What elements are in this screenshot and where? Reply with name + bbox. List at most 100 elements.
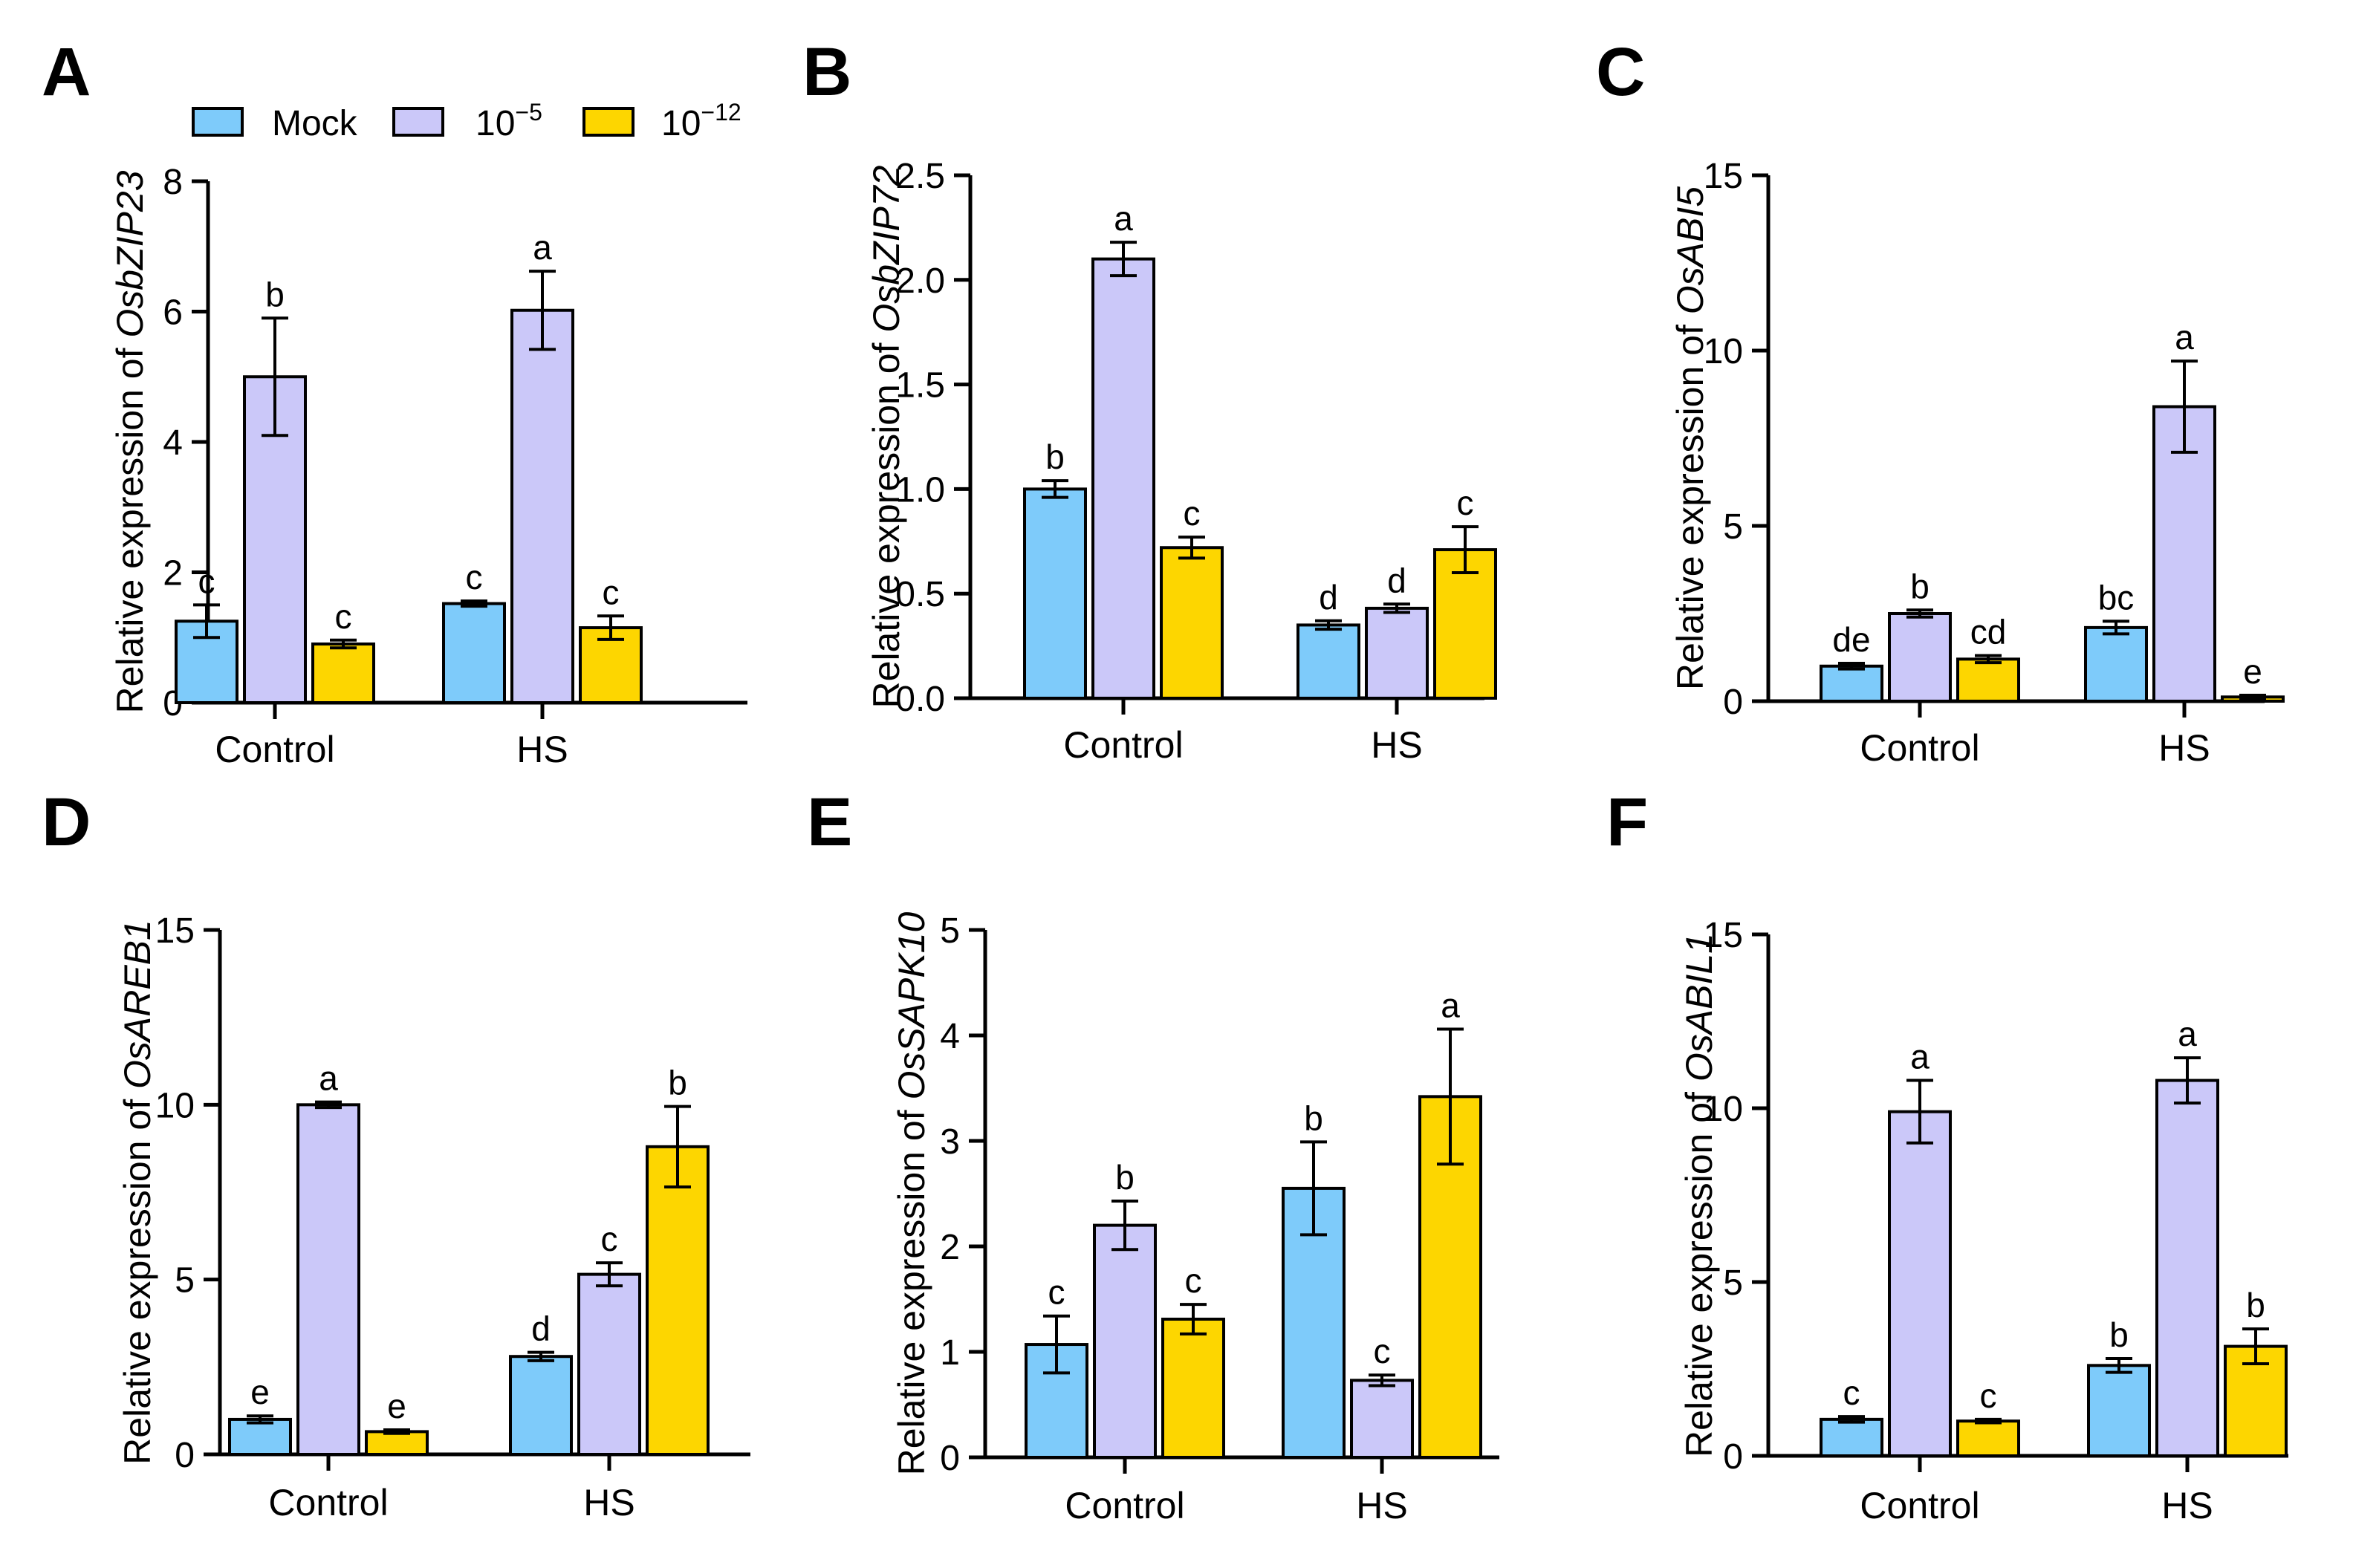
significance-letter: b (2246, 1286, 2265, 1324)
significance-letter: c (601, 1220, 618, 1258)
significance-letter: c (1843, 1373, 1860, 1412)
y-tick-label: 0.5 (895, 575, 945, 614)
panel-letter: A (42, 34, 91, 110)
y-axis-label: Relative expression of OsbZIP72 (866, 165, 907, 708)
significance-letter: c (198, 562, 215, 600)
legend-swatch-mock (192, 107, 244, 137)
panel-letter: D (42, 784, 91, 860)
bar (510, 308, 574, 704)
panel-letter: C (1596, 34, 1645, 110)
bar (442, 602, 506, 704)
y-axis-label-gene: OsAREB1 (117, 920, 158, 1089)
significance-letter: de (1832, 620, 1870, 659)
bar (1350, 1379, 1414, 1459)
x-category-label: Control (215, 729, 334, 770)
significance-letter: c (1048, 1273, 1065, 1312)
bar (1820, 664, 1883, 703)
y-tick-label: 10 (1704, 332, 1743, 371)
significance-letter: b (1045, 437, 1065, 476)
bar (1091, 257, 1155, 700)
y-axis-label: Relative expression of OsABIL1 (1678, 933, 1720, 1457)
y-axis-label-prefix: Relative expression of (1678, 1081, 1720, 1457)
bar (365, 1430, 429, 1456)
significance-letter: b (2109, 1315, 2129, 1354)
significance-letter: e (2243, 652, 2262, 691)
significance-letter: c (466, 558, 483, 596)
legend-swatch-1e-5 (392, 107, 444, 137)
y-tick-label: 2 (163, 554, 183, 593)
y-tick-label: 0.0 (895, 680, 945, 719)
x-category-label: HS (1371, 724, 1422, 766)
bar (228, 1417, 292, 1457)
legend-label-1e-12: 10−12 (661, 99, 741, 143)
panel-letter: B (802, 34, 851, 110)
y-axis-label-prefix: Relative expression of (866, 333, 907, 709)
significance-letter: e (250, 1373, 270, 1411)
x-category-label: HS (516, 729, 568, 770)
y-tick-label: 0 (175, 1436, 195, 1475)
x-category-label: Control (1860, 1485, 1979, 1526)
bar (1160, 546, 1224, 700)
significance-letter: b (1910, 567, 1930, 605)
bar (2155, 1079, 2219, 1458)
y-axis-label-prefix: Relative expression of (1669, 314, 1711, 690)
y-tick-label: 2 (940, 1228, 960, 1267)
bar (1161, 1317, 1225, 1459)
bar (1365, 606, 1429, 700)
bar (1023, 487, 1087, 700)
x-category-label: Control (1860, 727, 1979, 769)
significance-letter: e (387, 1387, 406, 1425)
y-tick-label: 2.0 (895, 261, 945, 301)
significance-letter: a (1910, 1038, 1930, 1076)
y-axis-label: Relative expression of OsSAPK10 (891, 911, 932, 1475)
x-category-label: Control (1065, 1485, 1184, 1526)
bar (296, 1103, 360, 1457)
bar (2087, 1364, 2151, 1457)
y-axis-label-prefix: Relative expression of (109, 338, 151, 714)
y-tick-label: 10 (155, 1086, 195, 1125)
x-category-label: HS (2158, 727, 2210, 769)
legend: Mock 10−5 10−12 (192, 99, 741, 143)
y-axis-label-gene: OsbZIP72 (866, 165, 907, 332)
y-tick-label: 5 (1723, 507, 1743, 547)
bar (1296, 623, 1360, 700)
significance-letter: b (265, 275, 285, 313)
legend-label-1e-5: 10−5 (476, 99, 542, 143)
significance-letter: a (1441, 986, 1460, 1024)
significance-letter: d (1319, 578, 1338, 617)
significance-letter: b (1304, 1099, 1323, 1137)
bar (1956, 657, 2020, 703)
y-tick-label: 5 (175, 1261, 195, 1301)
significance-letter: a (2178, 1015, 2197, 1053)
y-tick-label: 5 (1723, 1263, 1743, 1303)
x-category-label: HS (1356, 1485, 1407, 1526)
significance-letter: a (1114, 199, 1133, 238)
bar (1956, 1419, 2020, 1457)
bar (1888, 1110, 1952, 1458)
x-category-label: HS (583, 1482, 635, 1523)
y-tick-label: 8 (163, 163, 183, 202)
y-tick-label: 0 (1723, 1437, 1743, 1477)
y-tick-label: 15 (1704, 157, 1743, 196)
significance-letter: c (1374, 1332, 1391, 1370)
y-tick-label: 0 (940, 1439, 960, 1478)
bar (2152, 405, 2216, 703)
significance-letter: d (1387, 561, 1406, 599)
legend-swatch-1e-12 (582, 107, 635, 137)
y-axis-label-prefix: Relative expression of (891, 1100, 932, 1476)
x-category-label: Control (268, 1482, 388, 1523)
significance-letter: c (1980, 1376, 1997, 1415)
bar (577, 1272, 641, 1457)
significance-letter: c (335, 597, 352, 636)
y-tick-label: 3 (940, 1122, 960, 1162)
significance-letter: c (603, 573, 620, 611)
significance-letter: d (531, 1310, 551, 1348)
x-category-label: Control (1063, 724, 1183, 766)
y-tick-label: 2.5 (895, 157, 945, 196)
bar (1888, 612, 1952, 703)
